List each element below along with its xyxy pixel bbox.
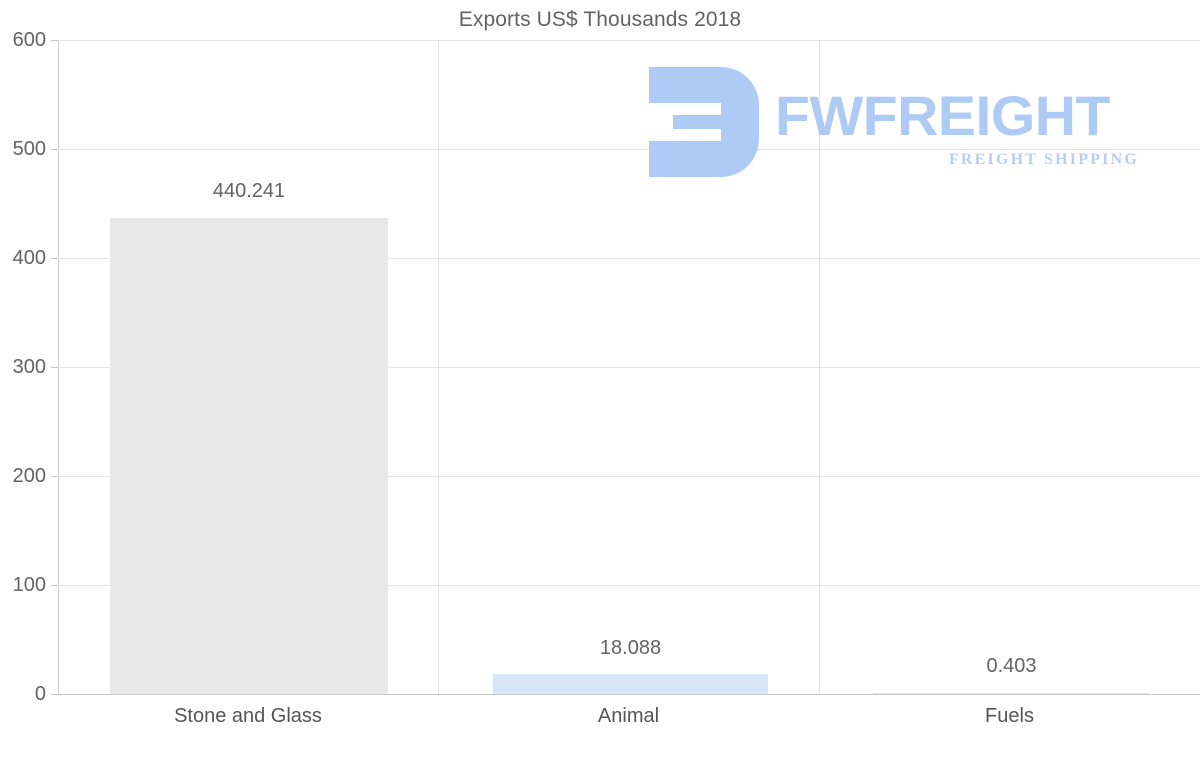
ytick-label-500: 500 (12, 138, 46, 160)
gridline-300 (58, 367, 1200, 368)
bar-animal[interactable] (493, 674, 768, 694)
gridline-400 (58, 258, 1200, 259)
ytick-mark-200 (51, 476, 58, 477)
category-label-stone-and-glass: Stone and Glass (174, 705, 322, 727)
bar-value-label-fuels: 0.403 (986, 655, 1037, 677)
ytick-mark-600 (51, 40, 58, 41)
gridline-200 (58, 476, 1200, 477)
ytick-mark-100 (51, 585, 58, 586)
ytick-mark-300 (51, 367, 58, 368)
bar-fuels[interactable] (874, 693, 1149, 694)
gridline-category-2 (819, 40, 820, 694)
ytick-mark-400 (51, 258, 58, 259)
chart-title: Exports US$ Thousands 2018 (458, 8, 742, 31)
ytick-label-300: 300 (12, 356, 46, 378)
gridline-100 (58, 585, 1200, 586)
category-label-fuels: Fuels (985, 705, 1034, 727)
plot-area (58, 40, 1200, 695)
category-label-animal: Animal (597, 705, 660, 727)
ytick-label-0: 0 (34, 683, 46, 705)
gridline-600 (58, 40, 1200, 41)
bar-stone-and-glass[interactable] (110, 218, 388, 694)
ytick-label-200: 200 (12, 465, 46, 487)
bar-value-label-animal: 18.088 (599, 637, 662, 659)
ytick-label-100: 100 (12, 574, 46, 596)
gridline-category-1 (438, 40, 439, 694)
ytick-label-400: 400 (12, 247, 46, 269)
ytick-mark-500 (51, 149, 58, 150)
ytick-mark-0 (51, 694, 58, 695)
ytick-label-600: 600 (12, 29, 46, 51)
gridline-0 (58, 694, 1200, 695)
bar-value-label-stone-and-glass: 440.241 (212, 180, 286, 202)
gridline-500 (58, 149, 1200, 150)
